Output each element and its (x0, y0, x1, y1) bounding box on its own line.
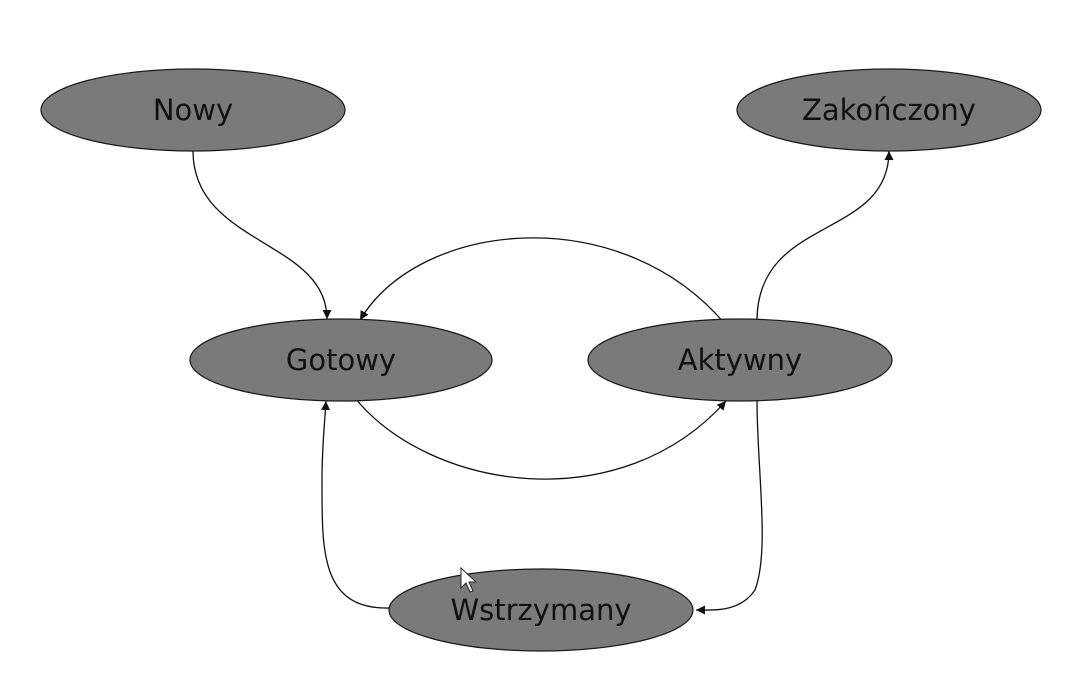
node-gotowy-shape (189, 318, 493, 402)
edge-nowy-to-gotowy (192, 150, 332, 320)
node-zakonczony: Zakończony (736, 68, 1042, 152)
node-wstrzymany-label: Wstrzymany (450, 593, 631, 627)
node-wstrzymany: Wstrzymany (388, 568, 694, 652)
node-nowy-label: Nowy (153, 93, 233, 127)
edge-gotowy-to-aktywny (354, 397, 727, 480)
node-nowy-shape (40, 68, 346, 152)
node-aktywny-shape (587, 318, 893, 402)
node-zakonczony-label: Zakończony (802, 93, 976, 127)
edge-wstrzymany-to-gotowy (321, 400, 391, 609)
node-gotowy: Gotowy (189, 318, 493, 402)
node-nowy: Nowy (40, 68, 346, 152)
edge-aktywny-to-zakonczony (756, 150, 894, 322)
node-gotowy-label: Gotowy (286, 343, 396, 377)
edge-aktywny-to-gotowy (359, 237, 726, 325)
node-aktywny: Aktywny (587, 318, 893, 402)
node-aktywny-label: Aktywny (678, 343, 802, 377)
mouse-cursor-icon (460, 566, 478, 593)
edge-aktywny-to-wstrzymany (695, 399, 763, 615)
node-zakonczony-shape (736, 68, 1042, 152)
node-wstrzymany-shape (388, 568, 694, 652)
